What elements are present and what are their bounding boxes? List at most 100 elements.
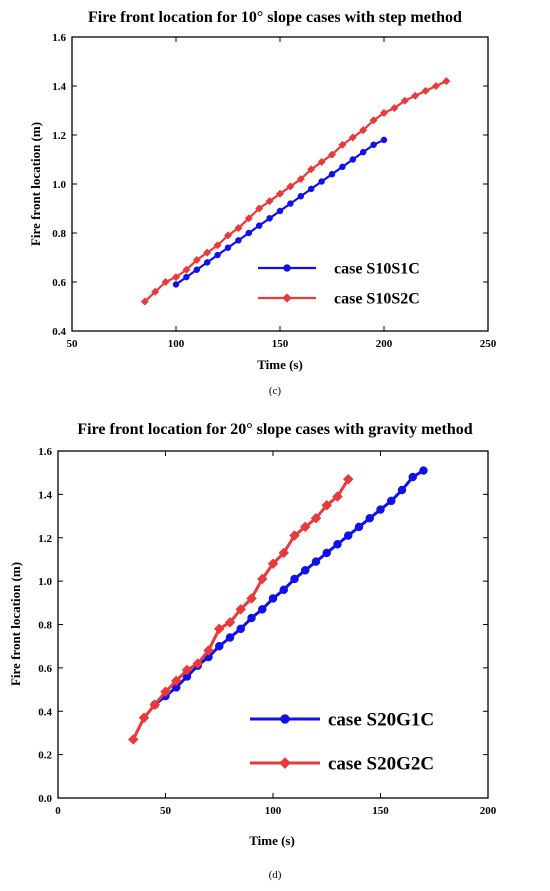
data-point: [215, 641, 224, 651]
legend-marker: [279, 757, 291, 769]
data-point: [235, 237, 242, 244]
data-point: [276, 207, 284, 215]
data-point: [296, 174, 305, 184]
data-point: [421, 86, 430, 96]
data-point: [225, 633, 235, 642]
data-point: [268, 594, 278, 603]
data-point: [127, 734, 139, 745]
legend-label: case S20G1C: [328, 710, 434, 731]
data-point: [318, 178, 325, 185]
chart-title: Fire front location for 10° slope cases …: [88, 9, 462, 26]
data-point: [266, 215, 273, 222]
data-point: [214, 251, 221, 259]
y-tick-label: 0.6: [52, 277, 66, 289]
figure-caption: (d): [269, 869, 282, 881]
data-point: [307, 185, 315, 193]
y-tick-label: 0.8: [38, 620, 52, 632]
data-point: [235, 603, 247, 615]
data-point: [213, 623, 225, 635]
data-point: [193, 266, 201, 273]
data-point: [258, 605, 267, 614]
y-tick-label: 1.6: [52, 32, 66, 44]
data-point: [286, 182, 295, 191]
y-tick-label: 1.4: [52, 81, 66, 93]
data-point: [322, 548, 331, 558]
series-line: [153, 469, 425, 706]
y-tick-label: 0.6: [38, 663, 52, 675]
legend-entry: case S10S1C: [258, 261, 420, 278]
x-tick-label: 100: [265, 805, 282, 817]
data-point: [279, 585, 288, 595]
chart-panel-d: Fire front location for 20° slope cases …: [0, 408, 550, 886]
data-point: [203, 259, 211, 266]
data-point: [223, 231, 233, 240]
data-point: [181, 664, 193, 676]
data-point: [299, 521, 311, 533]
data-point: [234, 223, 243, 233]
series-case-s20g1c: [150, 466, 428, 709]
data-point: [411, 91, 420, 100]
data-point: [349, 156, 357, 163]
data-point: [431, 81, 441, 91]
data-point: [380, 136, 388, 144]
x-axis-label: Time (s): [257, 357, 303, 372]
data-point: [339, 163, 346, 171]
y-tick-label: 0.8: [52, 228, 66, 240]
legend-entry: case S10S2C: [258, 291, 420, 308]
data-point: [369, 116, 378, 125]
data-point: [183, 273, 190, 281]
y-tick-label: 1.6: [38, 446, 52, 458]
series-case-s20g2c: [127, 473, 354, 745]
data-point: [170, 675, 182, 687]
data-point: [289, 530, 300, 541]
legend-label: case S10S1C: [334, 261, 420, 278]
chart-c: Fire front location for 10° slope cases …: [28, 9, 497, 397]
y-tick-label: 1.2: [52, 130, 66, 142]
data-point: [236, 624, 245, 634]
legend-label: case S20G2C: [328, 754, 434, 775]
data-point: [307, 165, 316, 174]
y-tick-label: 1.2: [38, 533, 52, 545]
data-point: [247, 613, 256, 623]
data-point: [172, 281, 180, 288]
chart-panel-c: Fire front location for 10° slope cases …: [0, 0, 550, 400]
data-point: [376, 505, 385, 514]
data-point: [161, 277, 170, 287]
series-case-s10s2c: [140, 76, 451, 306]
legend-marker: [283, 264, 291, 272]
data-point: [311, 557, 321, 566]
data-point: [442, 76, 451, 86]
data-point: [365, 513, 374, 523]
figure-caption: (c): [269, 385, 282, 397]
data-point: [275, 189, 285, 198]
y-tick-label: 1.0: [52, 179, 66, 191]
x-tick-label: 150: [272, 338, 289, 350]
legend-marker: [280, 714, 290, 724]
data-point: [278, 547, 290, 559]
y-tick-label: 0.4: [52, 326, 66, 338]
plot-frame: [71, 36, 489, 332]
legend-entry: case S20G1C: [250, 710, 434, 731]
data-point: [348, 133, 357, 142]
data-point: [192, 658, 204, 669]
data-point: [321, 499, 333, 511]
y-tick-label: 0.0: [38, 793, 52, 805]
x-tick-label: 150: [372, 805, 389, 817]
series-case-s10s1c: [172, 136, 388, 288]
data-point: [203, 645, 214, 656]
data-point: [390, 103, 399, 113]
data-point: [224, 244, 232, 251]
x-tick-label: 50: [160, 805, 172, 817]
data-point: [354, 522, 364, 532]
legend-marker: [282, 293, 292, 303]
data-point: [342, 473, 354, 485]
x-axis-label: Time (s): [249, 833, 295, 848]
data-point: [370, 141, 377, 149]
y-axis-label: Fire front location (m): [28, 122, 43, 246]
data-point: [246, 593, 257, 604]
data-point: [255, 222, 263, 229]
data-point: [301, 566, 310, 575]
data-point: [160, 686, 171, 698]
data-point: [171, 272, 181, 282]
data-point: [310, 512, 322, 524]
